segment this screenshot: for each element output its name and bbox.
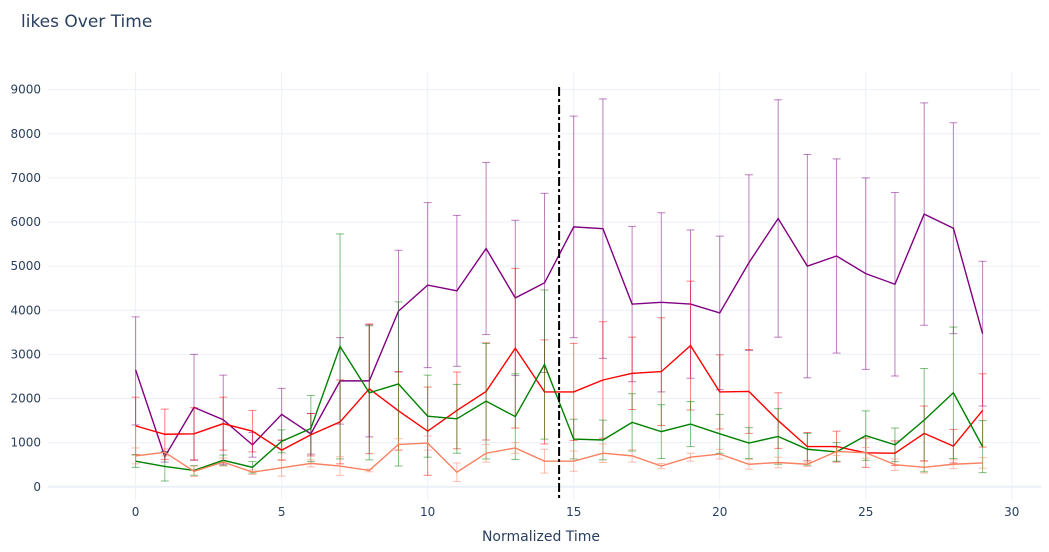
chart-title: likes Over Time [21, 12, 153, 32]
y-tick-label: 8000 [10, 127, 41, 141]
x-axis-title: Normalized Time [482, 529, 600, 545]
x-tick-label: 10 [420, 505, 435, 519]
x-tick-label: 0 [132, 505, 140, 519]
x-tick-label: 25 [858, 505, 873, 519]
y-tick-label: 0 [33, 480, 41, 494]
y-tick-label: 9000 [10, 83, 41, 97]
y-tick-label: 2000 [10, 392, 41, 406]
x-tick-label: 30 [1004, 505, 1019, 519]
x-tick-label: 15 [566, 505, 581, 519]
x-tick-label: 20 [712, 505, 727, 519]
y-tick-label: 4000 [10, 303, 41, 317]
x-tick-label: 5 [278, 505, 286, 519]
y-tick-label: 7000 [10, 171, 41, 185]
y-tick-label: 6000 [10, 215, 41, 229]
y-tick-label: 1000 [10, 436, 41, 450]
series-line [135, 344, 984, 454]
y-tick-label: 3000 [10, 347, 41, 361]
y-tick-label: 5000 [10, 259, 41, 273]
